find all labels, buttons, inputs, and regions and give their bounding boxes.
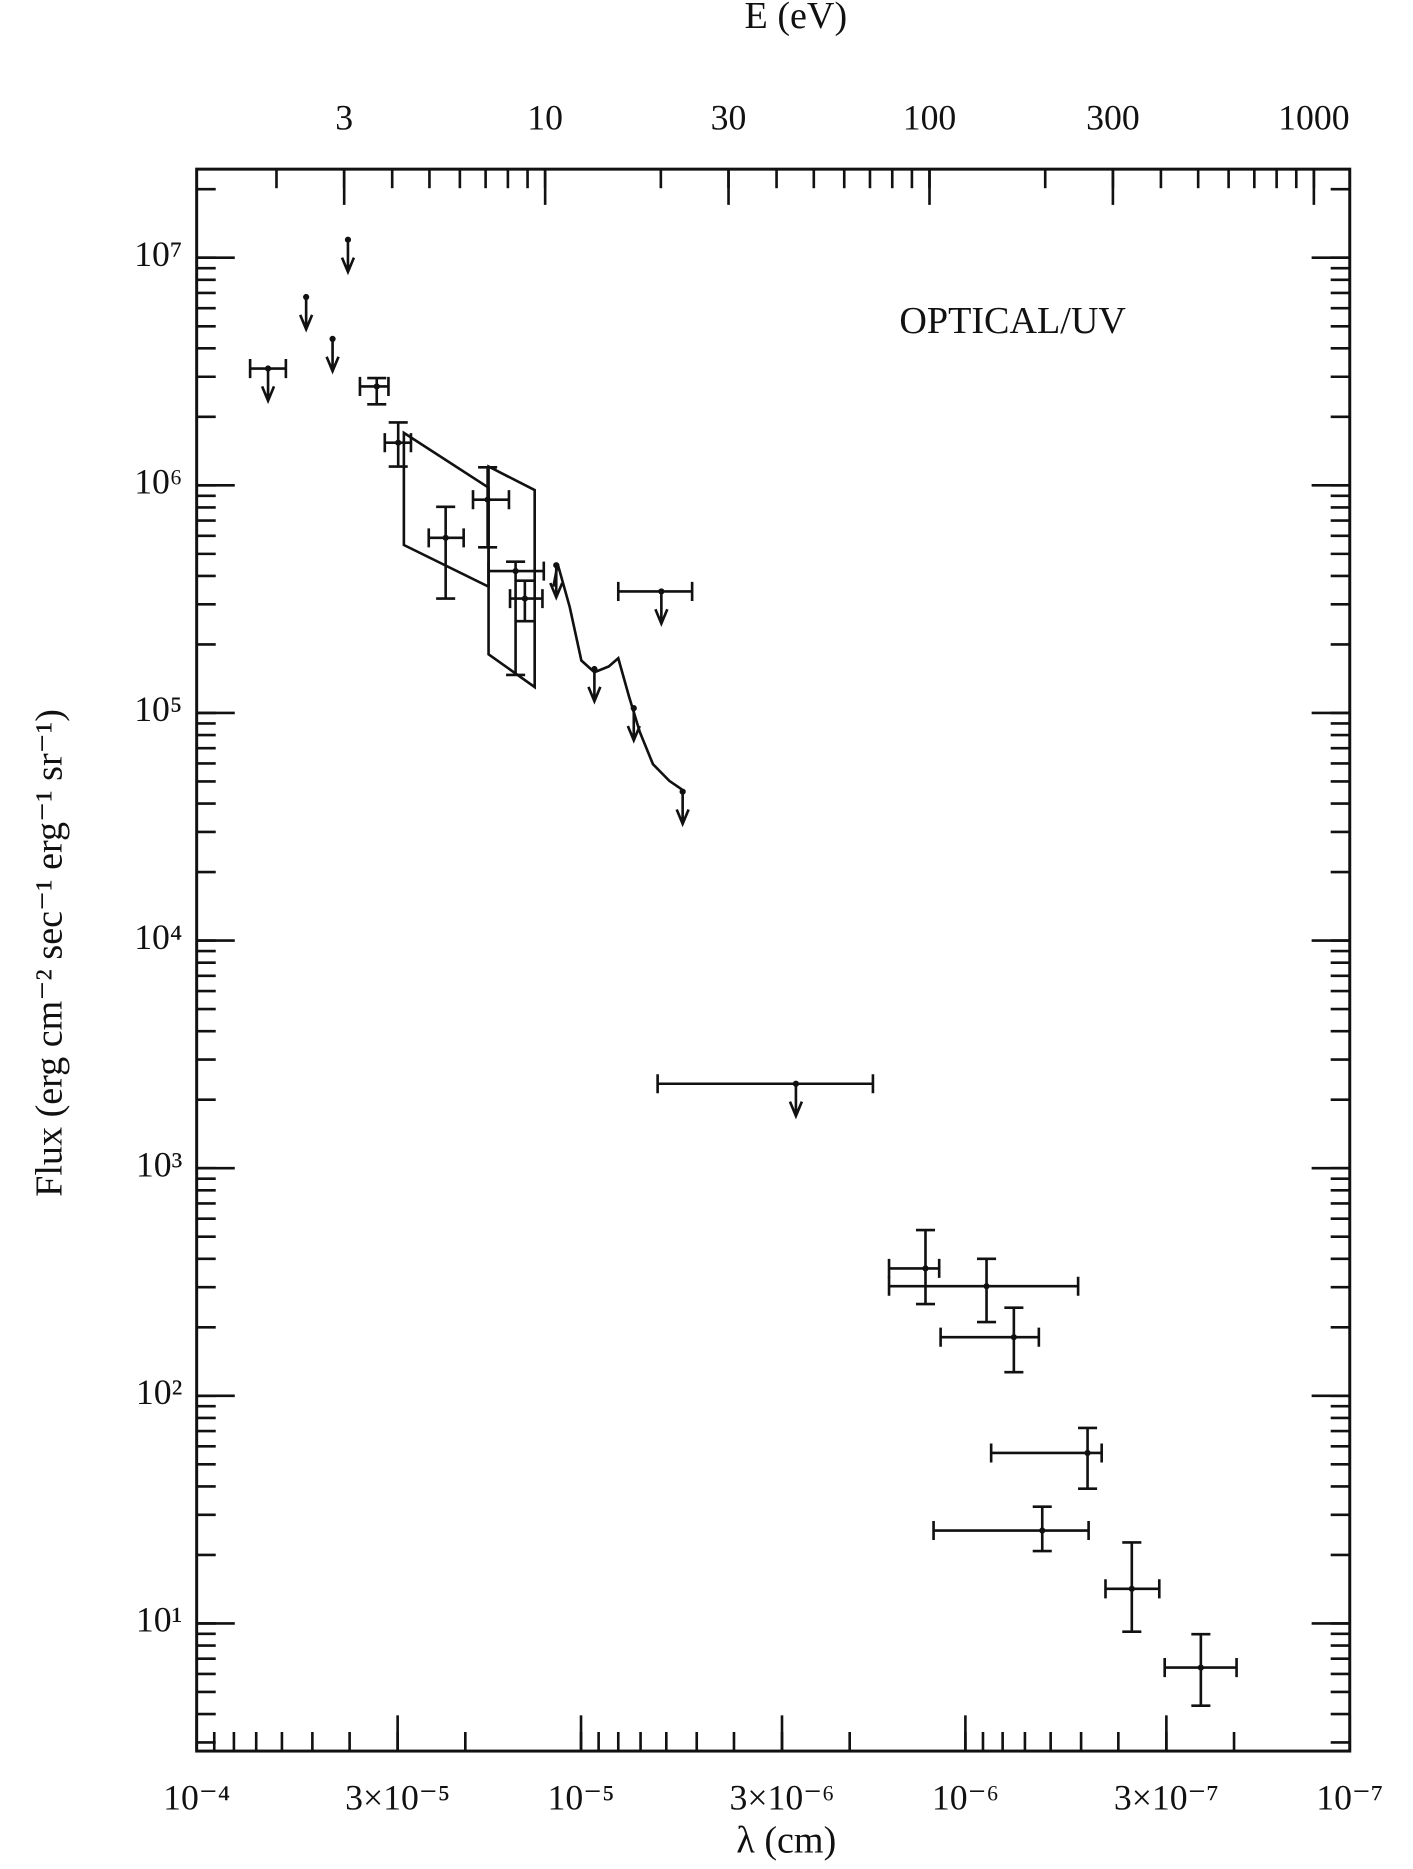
x-error-bar (358, 376, 390, 396)
y-error-bar (515, 579, 535, 623)
x-error-bar (616, 581, 694, 601)
x-error-bar (887, 1276, 1080, 1296)
x2-tick-label: 300 (1086, 98, 1140, 138)
y-tick-label: 10³ (136, 1144, 183, 1184)
x-error-bar (656, 1074, 875, 1094)
x-tick-label: 10⁻⁵ (548, 1777, 615, 1817)
plot-frame (195, 167, 1352, 1753)
y-tick-label: 10² (136, 1372, 182, 1412)
annotation: OPTICAL/UV (899, 300, 1126, 342)
x-error-bar (989, 1443, 1103, 1463)
upper-limit-arrow (675, 791, 690, 828)
y-error-bar (1078, 1426, 1098, 1490)
x-error-bar (508, 589, 544, 609)
x-tick-label: 10⁻⁶ (932, 1777, 999, 1817)
y-axis-label: Flux (erg cm⁻² sec⁻¹ erg⁻¹ sr⁻¹) (28, 709, 70, 1197)
x-tick-label: 10⁻⁴ (163, 1777, 230, 1817)
y-tick-label: 10⁶ (134, 462, 182, 502)
y-error-bar (367, 376, 387, 406)
y-tick-label: 10⁴ (134, 917, 182, 957)
x2-axis-label: E (eV) (745, 0, 848, 37)
x2-tick-label: 10 (527, 98, 563, 138)
y-error-bar (1122, 1541, 1142, 1634)
y-error-bar (478, 466, 498, 549)
x-error-bar (932, 1521, 1090, 1541)
x2-tick-label: 1000 (1278, 98, 1349, 138)
x-tick-label: 10⁻⁷ (1316, 1777, 1383, 1817)
x-tick-label: 3×10⁻⁵ (345, 1777, 450, 1817)
spectrum-line (552, 563, 686, 793)
x-tick-label: 3×10⁻⁷ (1114, 1777, 1219, 1817)
y-error-bar (1004, 1306, 1024, 1374)
y-error-bar (436, 505, 456, 600)
x-error-bar (887, 1258, 941, 1278)
upper-limit-arrow (340, 239, 356, 276)
y-tick-label: 10⁵ (134, 689, 182, 729)
x-tick-label: 3×10⁻⁶ (729, 1777, 834, 1817)
upper-limit-arrow (549, 565, 564, 601)
x2-tick-label: 100 (903, 98, 957, 138)
y-error-bar (506, 560, 526, 677)
y-error-bar (915, 1228, 936, 1306)
spectrum-line (487, 464, 536, 690)
x2-tick-label: 30 (711, 98, 747, 138)
x-error-bar (471, 490, 511, 510)
y-error-bar (1191, 1632, 1211, 1708)
upper-limit-arrow (260, 368, 276, 405)
x2-tick-label: 3 (335, 98, 353, 138)
y-error-bar (1032, 1505, 1052, 1553)
y-error-bar (388, 421, 408, 468)
upper-limit-arrow (587, 669, 602, 705)
y-tick-label: 10¹ (136, 1600, 182, 1640)
upper-limit-arrow (626, 708, 641, 744)
upper-limit-arrow (788, 1083, 804, 1120)
y-tick-label: 10⁷ (134, 234, 182, 274)
x-error-bar (939, 1327, 1041, 1347)
upper-limit-arrow (325, 338, 340, 375)
x-error-bar (248, 359, 288, 379)
x-axis-label: λ (cm) (736, 1820, 836, 1862)
upper-limit-arrow (298, 297, 314, 333)
data-point (303, 293, 310, 301)
upper-limit-arrow (654, 591, 669, 627)
y-error-bar (977, 1257, 997, 1324)
